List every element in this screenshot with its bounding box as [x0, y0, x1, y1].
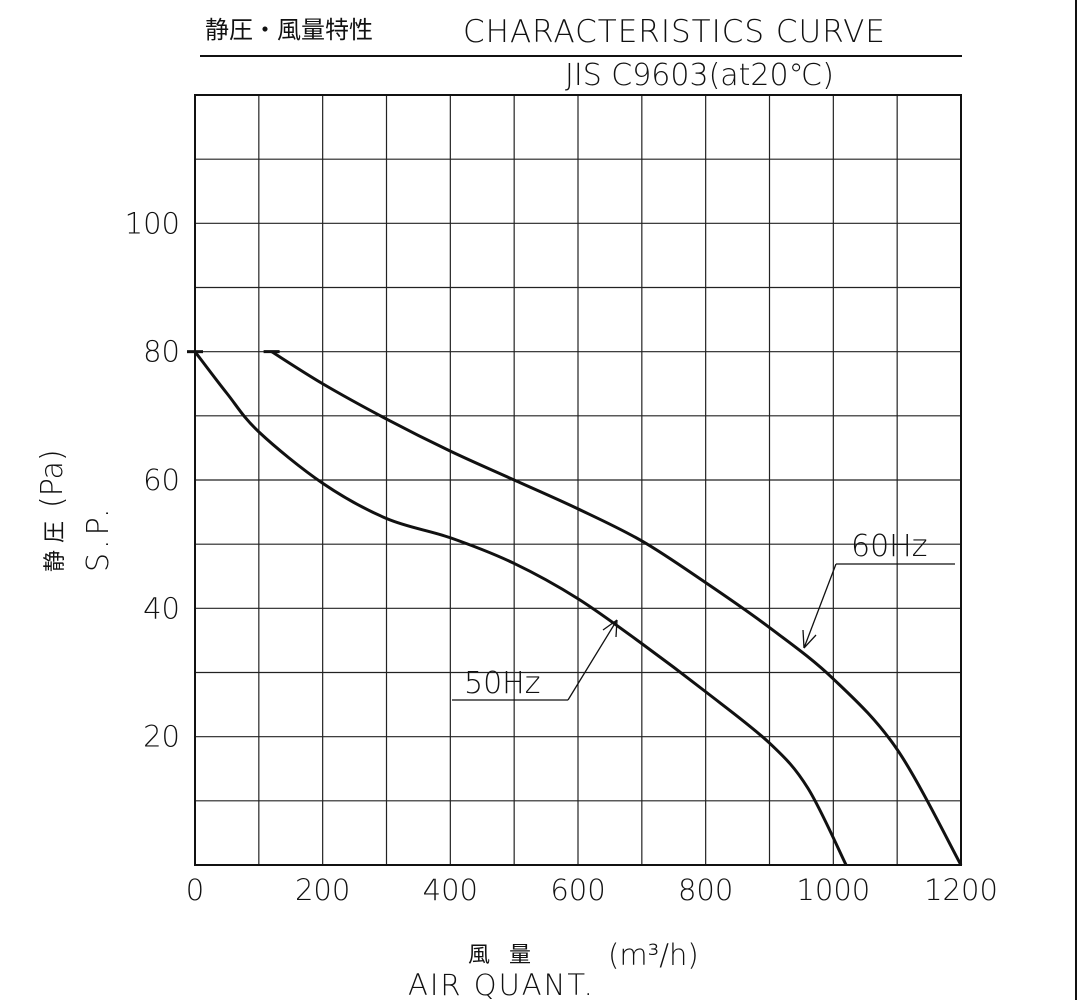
standard-label: JIS C9603(at20℃)	[565, 58, 834, 93]
x-tick-label: 600	[550, 873, 605, 907]
grid	[195, 95, 961, 865]
label-50hz-leader	[567, 619, 618, 701]
x-axis-label-unit: (m³/h)	[608, 938, 699, 972]
y-tick-label: 100	[125, 206, 180, 240]
plot-frame	[194, 94, 962, 866]
title-jp: 静圧・風量特性	[205, 16, 373, 44]
tick-labels: 0 200 400 600 800 1000 1200 20 40 60 80 100	[125, 206, 998, 907]
y-tick-label: 20	[143, 720, 180, 754]
x-tick-label: 1000	[796, 873, 870, 907]
annotations: 60Hz 50Hz	[452, 529, 955, 701]
x-tick-label: 800	[678, 873, 733, 907]
x-axis-label-en: AIR QUANT.	[408, 968, 595, 1000]
label-60hz: 60Hz	[851, 529, 927, 564]
y-tick-label: 80	[143, 335, 180, 369]
y-axis-label-jp: 静 圧	[43, 521, 68, 572]
x-tick-label: 1200	[924, 873, 998, 907]
x-tick-label: 200	[295, 873, 350, 907]
x-axis-label-jp: 風 量	[468, 943, 537, 968]
label-60hz-arrowhead	[802, 629, 817, 649]
curve-50hz	[193, 350, 848, 866]
label-50hz-arrowhead	[602, 619, 618, 638]
y-axis-label: 静 圧 (Pa) S.P.	[35, 449, 116, 572]
label-60hz-leader	[803, 563, 837, 649]
label-50hz: 50Hz	[464, 666, 540, 701]
x-tick-label: 400	[423, 873, 478, 907]
y-tick-label: 40	[143, 591, 180, 625]
x-tick-label: 0	[186, 873, 204, 907]
y-axis-label-unit: (Pa)	[35, 449, 70, 508]
curve-60hz	[270, 350, 963, 866]
y-axis-label-en: S.P.	[81, 504, 116, 572]
y-tick-label: 60	[143, 463, 180, 497]
chart-title: CHARACTERISTICS CURVE	[463, 14, 886, 50]
